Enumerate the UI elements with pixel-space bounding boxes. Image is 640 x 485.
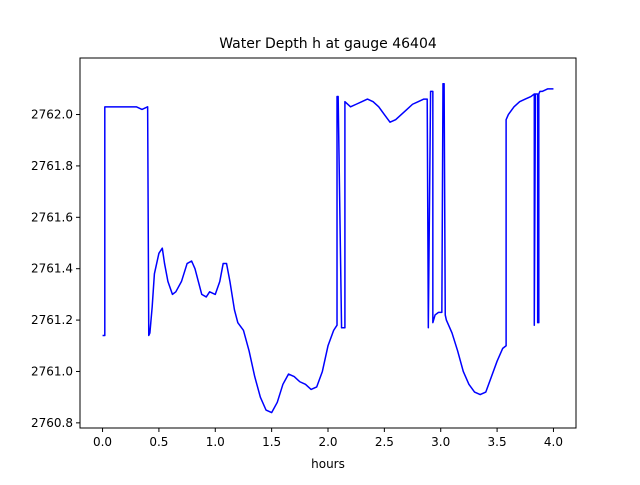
x-tick-label: 0.0: [93, 435, 112, 449]
y-axis: 2760.8 2761.0 2761.2 2761.4 2761.6 2761.8 2762…: [31, 108, 80, 430]
x-tick-label: 3.0: [431, 435, 450, 449]
series-line: [102, 82, 554, 414]
y-tick-label: 2762.0: [31, 108, 73, 122]
y-tick-label: 2761.8: [31, 159, 73, 173]
x-tick-label: 3.5: [488, 435, 507, 449]
x-tick-label: 0.5: [149, 435, 168, 449]
y-tick-label: 2761.0: [31, 364, 73, 378]
y-tick-label: 2761.4: [31, 262, 73, 276]
x-axis-label: hours: [311, 457, 345, 471]
plot-frame: [79, 57, 577, 429]
x-axis: 0.0 0.5 1.0 1.5 2.0 2.5 3.0 3.5 4.0: [93, 428, 563, 449]
plot-area: [102, 82, 554, 414]
x-tick-label: 2.5: [375, 435, 394, 449]
y-tick-label: 2760.8: [31, 416, 73, 430]
y-tick-label: 2761.6: [31, 210, 73, 224]
x-tick-label: 1.0: [206, 435, 225, 449]
y-tick-label: 2761.2: [31, 313, 73, 327]
chart-title: Water Depth h at gauge 46404: [219, 36, 437, 52]
x-tick-label: 4.0: [544, 435, 563, 449]
x-tick-label: 2.0: [318, 435, 337, 449]
x-tick-label: 1.5: [262, 435, 281, 449]
